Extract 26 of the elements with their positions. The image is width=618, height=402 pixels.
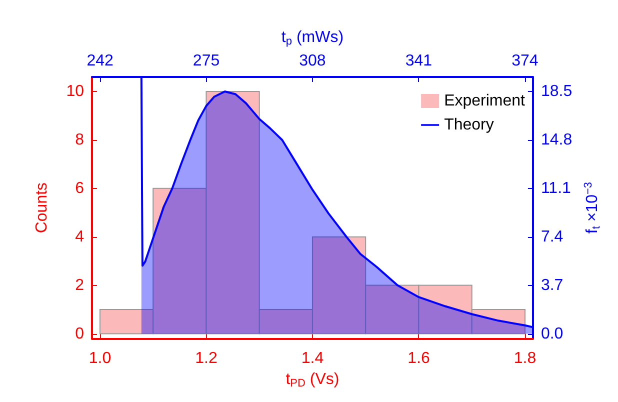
y-tick-label: 0	[75, 325, 84, 342]
y-tick-label: 4	[75, 228, 84, 246]
x2-tick-label: 341	[405, 52, 432, 70]
x2-tick-label: 275	[192, 52, 220, 70]
y-axis-title: Counts	[34, 182, 50, 234]
x-tick-label: 1.4	[301, 350, 324, 368]
y-tick-label: 2	[75, 276, 84, 294]
x-tick-label: 1.6	[408, 350, 430, 368]
x-tick-label: 1.8	[514, 350, 536, 368]
y2-tick-label: 7.4	[540, 228, 564, 246]
y-tick-label: 8	[75, 131, 84, 148]
x2-tick-label: 242	[86, 52, 114, 70]
legend-label: Experiment	[444, 92, 526, 110]
y-tick-label: 6	[75, 180, 84, 197]
y2-tick-label: 18.5	[540, 83, 572, 100]
x2-tick-label: 308	[299, 52, 326, 70]
y2-axis-title: ft ×10−3	[582, 182, 602, 234]
y-tick-label: 10	[66, 83, 84, 100]
y2-tick-label: 3.7	[540, 276, 564, 294]
x-tick-label: 1.2	[195, 350, 218, 368]
legend-label: Theory	[444, 116, 494, 134]
y2-tick-label: 0.0	[540, 325, 564, 342]
x-tick-label: 1.0	[88, 350, 112, 368]
y2-tick-label: 14.8	[540, 131, 572, 148]
y2-tick-label: 11.1	[540, 180, 572, 197]
x2-tick-label: 374	[512, 52, 538, 70]
